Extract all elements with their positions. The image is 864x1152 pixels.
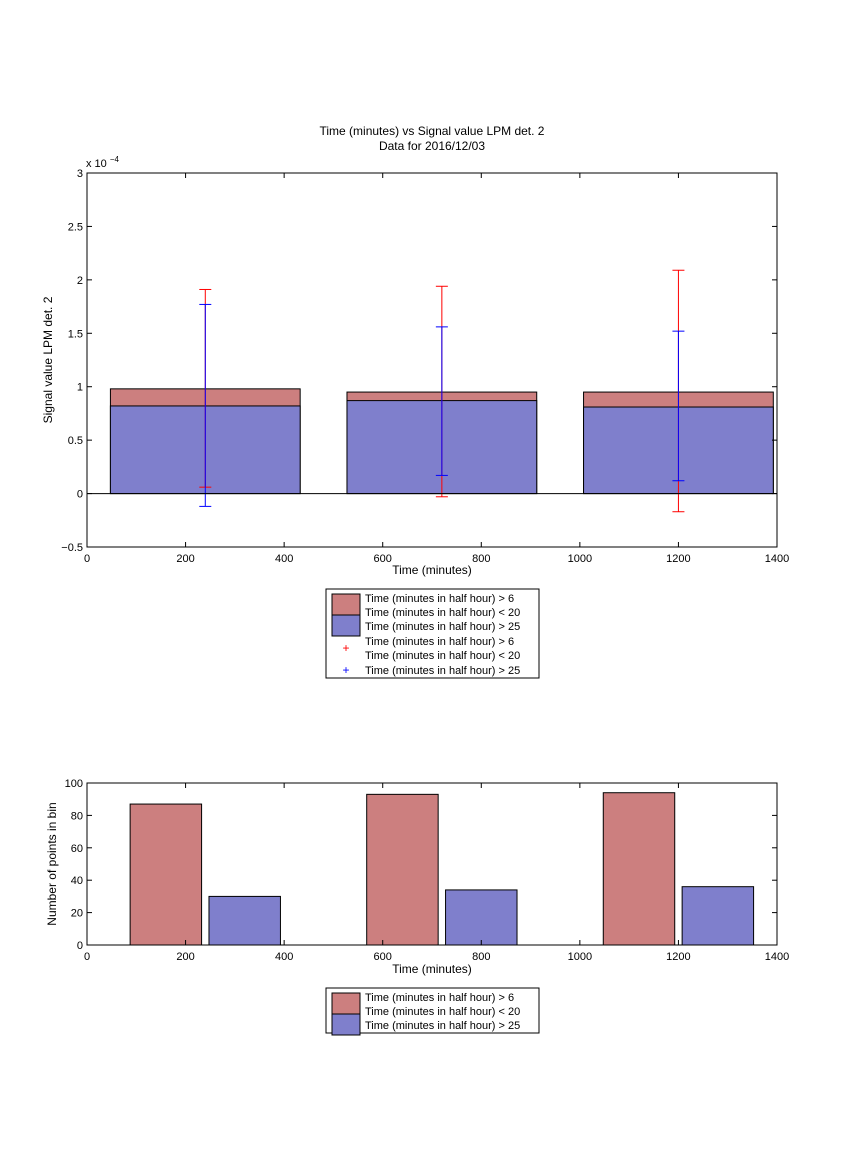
top-legend-marker-blue: + (342, 663, 349, 677)
top-x-label: Time (minutes) (392, 563, 472, 577)
bottom-legend-swatch-blue (331, 1013, 361, 1036)
bottom-x-tick-label: 800 (472, 951, 490, 963)
bottom-bar-blue-0 (208, 895, 281, 946)
top-legend-swatch-red (331, 593, 361, 616)
bottom-plot-frame (86, 782, 778, 946)
bottom-y-tick-label: 100 (65, 778, 83, 790)
bottom-legend-swatch-red (331, 992, 361, 1015)
bottom-x-tick-label: 1200 (666, 951, 690, 963)
bottom-bar-red-1 (366, 793, 439, 946)
bottom-y-axis: 0 20 40 60 80 100 (65, 778, 777, 952)
top-chart-subtitle: Data for 2016/12/03 (379, 139, 485, 153)
bottom-x-tick-label: 400 (275, 951, 293, 963)
top-legend: Time (minutes in half hour) > 6 Time (min… (325, 588, 540, 679)
bottom-y-tick-label: 80 (71, 810, 83, 822)
bottom-y-tick-label: 20 (71, 908, 83, 920)
top-legend-label-blue: Time (minutes in half hour) > 25 (365, 621, 520, 633)
top-legend-label-blue-err: Time (minutes in half hour) > 25 (365, 665, 520, 677)
top-plot-frame (86, 172, 778, 548)
bottom-chart: 0 200 400 600 800 1000 1200 1400 0 20 40 60 80 100 T… (45, 778, 789, 976)
bottom-bar-red-2 (602, 792, 676, 946)
bottom-bar-blue-1 (445, 889, 518, 946)
bottom-x-tick-label: 1000 (568, 951, 592, 963)
top-errorbars (199, 269, 685, 513)
bottom-y-tick-label: 60 (71, 843, 83, 855)
top-x-tick-label: 400 (275, 553, 293, 565)
top-legend-label-red-1: Time (minutes in half hour) > 6 Time (min… (365, 593, 520, 619)
top-y-tick-label: 2 (77, 275, 83, 287)
top-chart: Time (minutes) vs Signal value LPM det. … (41, 124, 789, 577)
top-legend-swatch-blue (331, 614, 361, 637)
top-legend-label-red-err: Time (minutes in half hour) > 6 Time (min… (365, 636, 520, 662)
top-chart-title: Time (minutes) vs Signal value LPM det. … (320, 124, 545, 138)
top-y-tick-label: 2.5 (68, 221, 83, 233)
top-y-axis: −0.5 0 0.5 1 1.5 2 2.5 3 (61, 168, 777, 554)
top-y-exponent-base: x 10 (86, 158, 107, 170)
bottom-x-tick-label: 200 (176, 951, 194, 963)
bottom-legend-label-blue: Time (minutes in half hour) > 25 (365, 1020, 520, 1032)
top-y-exponent-power: −4 (110, 155, 120, 164)
top-errorbar-blue-1 (435, 326, 448, 476)
bottom-bars (129, 792, 755, 946)
bottom-x-tick-label: 0 (84, 951, 90, 963)
top-y-label: Signal value LPM det. 2 (41, 296, 55, 423)
bottom-legend-label-red: Time (minutes in half hour) > 6 Time (min… (365, 992, 520, 1018)
bottom-x-tick-label: 1400 (765, 951, 789, 963)
bottom-x-label: Time (minutes) (392, 962, 472, 976)
top-x-axis: 0 200 400 600 800 1000 1200 1400 (84, 173, 789, 565)
top-y-exponent: x 10 −4 (86, 155, 120, 170)
bottom-x-axis: 0 200 400 600 800 1000 1200 1400 (84, 783, 789, 963)
top-x-tick-label: 800 (472, 553, 490, 565)
top-y-tick-label: 3 (77, 168, 83, 180)
bottom-y-tick-label: 0 (77, 940, 83, 952)
top-y-tick-label: 1.5 (68, 328, 83, 340)
top-x-tick-label: 1000 (568, 553, 592, 565)
top-x-tick-label: 1200 (666, 553, 690, 565)
top-x-tick-label: 600 (374, 553, 392, 565)
bottom-bar-red-0 (129, 803, 203, 946)
top-y-tick-label: −0.5 (61, 542, 83, 554)
top-x-tick-label: 0 (84, 553, 90, 565)
bottom-y-tick-label: 40 (71, 875, 83, 887)
top-errorbar-blue-2 (672, 330, 685, 482)
bottom-bar-blue-2 (681, 886, 755, 946)
top-y-tick-label: 0.5 (68, 435, 83, 447)
bottom-legend-box (325, 987, 540, 1034)
top-errorbar-blue-0 (199, 303, 212, 507)
top-x-tick-label: 1400 (765, 553, 789, 565)
top-y-tick-label: 1 (77, 382, 83, 394)
bottom-y-label: Number of points in bin (45, 802, 59, 925)
bottom-x-tick-label: 600 (374, 951, 392, 963)
top-x-tick-label: 200 (176, 553, 194, 565)
top-y-tick-label: 0 (77, 489, 83, 501)
top-legend-box (325, 588, 540, 679)
top-legend-marker-red: + (342, 641, 349, 655)
bottom-legend: Time (minutes in half hour) > 6 Time (min… (325, 987, 540, 1036)
